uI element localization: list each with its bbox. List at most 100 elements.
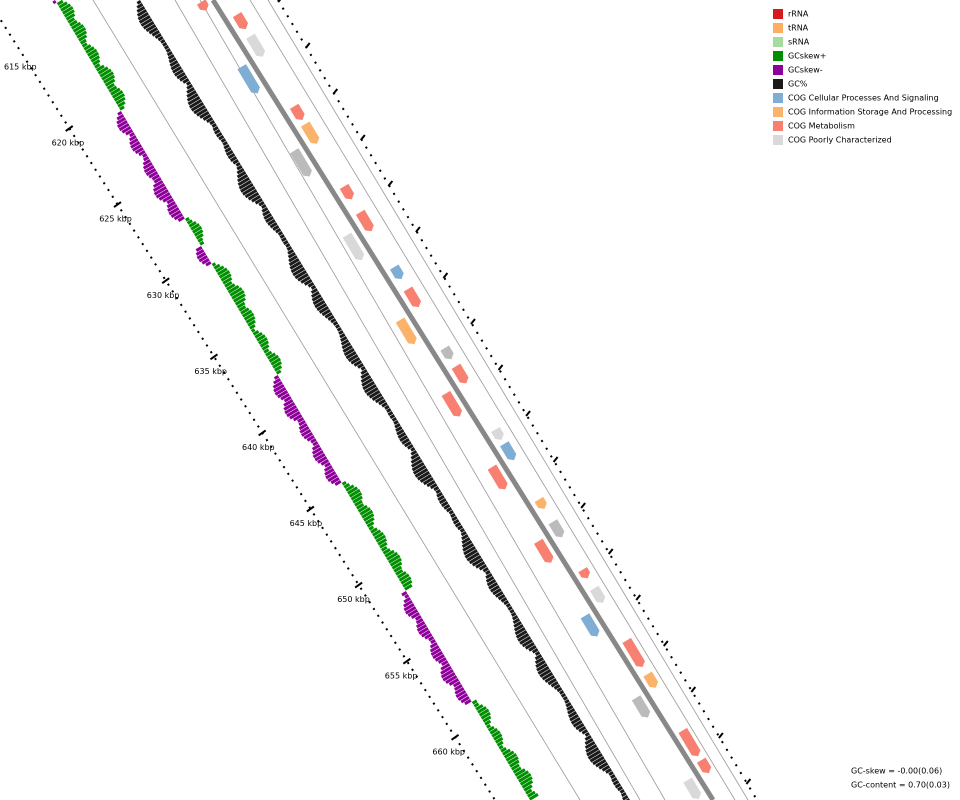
gc-skew-segment <box>79 38 87 45</box>
gc-content-segment <box>236 165 243 171</box>
gc-skew-segment <box>201 258 210 265</box>
gc-content-segment <box>232 159 239 165</box>
gc-content-segment <box>441 501 449 508</box>
gc-content-segment <box>287 249 295 255</box>
gc-skew-segment <box>379 541 388 549</box>
gc-skew-segment <box>247 319 256 327</box>
gc-content-segment <box>330 318 337 324</box>
gc-skew-segment <box>397 571 407 579</box>
gc-content-segment <box>544 675 555 683</box>
gc-skew-segment <box>454 687 465 695</box>
legend-swatch <box>773 121 783 131</box>
gc-skew-segment <box>108 85 118 93</box>
gc-skew-segment <box>273 378 281 385</box>
legend-swatch <box>773 65 783 75</box>
gc-skew-segment <box>477 706 487 714</box>
gc-skew-segment <box>261 344 270 351</box>
gc-content-segment <box>148 27 159 35</box>
gc-content-segment <box>581 729 589 735</box>
gc-content-segment <box>292 267 306 277</box>
gc-content-segment <box>450 513 456 518</box>
gc-skew-segment <box>455 690 467 699</box>
gc-content-segment <box>539 669 552 678</box>
gc-content-segment <box>339 333 346 339</box>
gc-skew-segment <box>457 693 469 701</box>
outer-major-tick <box>277 0 282 3</box>
gc-content-segment <box>368 390 381 399</box>
feature-arrow <box>389 264 404 280</box>
gc-content-segment <box>466 552 480 562</box>
scale-major-tick <box>402 657 411 665</box>
gc-skew-segment <box>324 462 331 468</box>
gc-skew-segment <box>205 261 212 267</box>
gc-skew-segment <box>128 135 137 142</box>
gc-skew-segment <box>386 551 399 561</box>
gc-content-segment <box>240 183 254 193</box>
gc-content-segment <box>511 612 517 617</box>
gc-skew-segment <box>250 328 256 333</box>
gc-skew-segment <box>317 456 328 464</box>
gc-skew-segment <box>440 669 454 679</box>
legend-swatch <box>773 79 783 89</box>
gc-content-segment <box>285 243 291 248</box>
gc-skew-segment <box>113 93 125 102</box>
gc-skew-segment <box>320 459 330 466</box>
gc-content-segment <box>513 624 524 632</box>
outer-major-tick <box>470 318 476 325</box>
gc-content-segment <box>437 495 445 502</box>
scale-label: 635 kbp <box>194 367 227 376</box>
gc-skew-segment <box>429 642 438 649</box>
gc-skew-segment <box>445 675 458 684</box>
gc-content-segment <box>503 600 510 606</box>
legend-swatch <box>773 9 783 19</box>
gc-content-segment <box>559 690 565 695</box>
gc-content-segment <box>387 411 394 417</box>
gc-content-segment <box>186 87 195 94</box>
gc-content-segment <box>490 585 500 593</box>
gc-skew-segment <box>196 252 207 260</box>
outer-major-tick <box>304 42 311 49</box>
gc-content-segment <box>513 621 522 628</box>
gc-skew-segment <box>284 405 298 415</box>
gc-skew-segment <box>454 684 463 691</box>
gc-content-segment <box>157 36 164 42</box>
gc-content-segment <box>399 435 408 442</box>
gc-skew-segment <box>129 138 139 146</box>
track-guide <box>267 0 749 800</box>
scale-major-tick <box>450 733 460 741</box>
gc-content-segment <box>611 777 618 783</box>
gc-content-segment <box>396 429 405 436</box>
scale-dotted <box>0 17 496 800</box>
gc-content-segment <box>448 510 454 515</box>
gc-skew-segment <box>249 324 256 330</box>
gc-content-segment <box>592 756 605 766</box>
gc-skew-segment <box>343 482 351 489</box>
gc-skew-segment <box>274 387 287 396</box>
gc-content-segment <box>286 246 293 252</box>
gc-content-segment <box>187 96 201 106</box>
feature-arrow <box>342 232 365 261</box>
gc-skew-segment <box>363 513 375 522</box>
gc-skew-segment <box>348 488 361 498</box>
gc-content-segment <box>261 204 267 209</box>
gc-content-segment <box>471 558 484 567</box>
legend-swatch <box>773 37 783 47</box>
gc-content-segment <box>550 681 559 688</box>
feature-arrow <box>289 103 305 121</box>
gc-skew-segment <box>518 772 532 783</box>
feature-arrow <box>491 426 504 440</box>
gc-content-segment <box>338 330 344 335</box>
legend-swatch <box>773 135 783 145</box>
gc-content-segment <box>411 462 425 472</box>
gc-skew-segment <box>233 293 246 303</box>
gc-skew-segment <box>354 499 363 507</box>
gc-skew-segment <box>511 763 520 771</box>
gc-skew-segment <box>430 648 442 657</box>
gc-content-segment <box>182 78 190 84</box>
gc-content-segment <box>202 114 212 121</box>
scale-major-tick <box>209 353 219 361</box>
gc-content-segment <box>186 93 199 102</box>
gc-skew-segment <box>152 180 164 188</box>
gc-skew-segment <box>377 538 388 546</box>
scale-major-tick <box>258 429 267 437</box>
